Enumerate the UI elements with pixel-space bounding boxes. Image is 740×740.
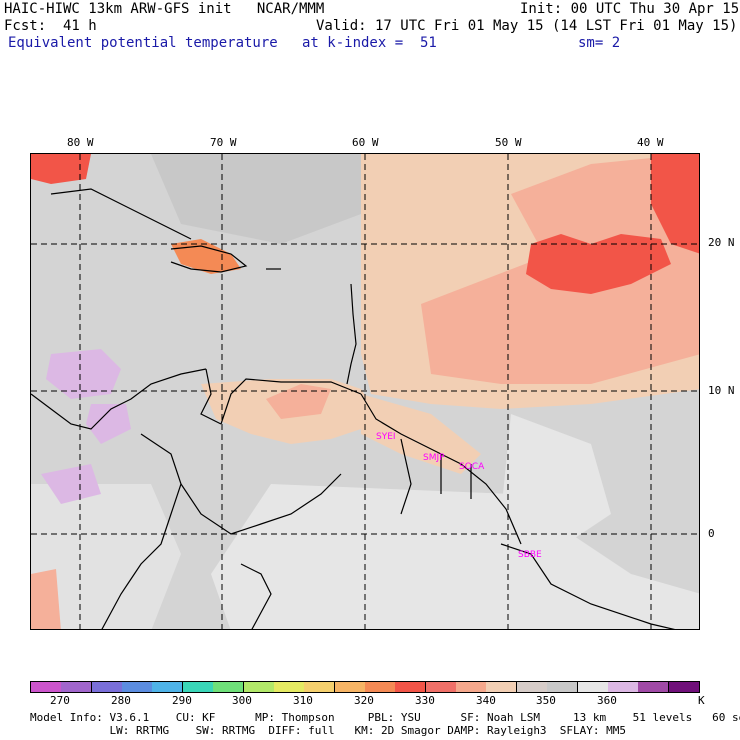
smoothing: sm= 2 <box>578 35 621 51</box>
colorbar-swatch <box>31 682 62 692</box>
colorbar-unit: K <box>698 694 705 707</box>
colorbar-swatch <box>638 682 670 692</box>
lon-label-40w: 40 W <box>637 136 664 149</box>
theta-e-venezuela-core <box>266 384 331 419</box>
theta-e-guiana <box>361 394 481 474</box>
shading-patch-light <box>211 484 699 629</box>
tick-360: 360 <box>597 694 617 707</box>
colorbar-swatch <box>607 682 639 692</box>
colorbar-swatch <box>61 682 93 692</box>
level-index: at k-index = 51 <box>302 35 437 51</box>
colorbar-swatch <box>152 682 184 692</box>
forecast-hour: Fcst: 41 h <box>4 18 97 34</box>
colorbar-swatch <box>486 682 518 692</box>
colorbar-swatch <box>668 682 700 692</box>
tick-290: 290 <box>172 694 192 707</box>
theta-e-360-patch <box>46 349 121 399</box>
shading-patch <box>151 154 361 244</box>
model-info-line1: Model Info: V3.6.1 CU: KF MP: Thompson P… <box>30 711 740 724</box>
lon-label-80w: 80 W <box>67 136 94 149</box>
theta-e-pacific <box>31 569 61 629</box>
station-smjp: SMJP <box>423 453 445 463</box>
lon-label-70w: 70 W <box>210 136 237 149</box>
shading-patch-light <box>501 414 611 554</box>
colorbar-swatch <box>91 682 123 692</box>
theta-e-field: SYEI SMJP SOCA SBBE <box>31 154 699 629</box>
map-panel: SYEI SMJP SOCA SBBE <box>30 153 700 630</box>
theta-e-330-core-east <box>651 154 699 254</box>
coastlines <box>31 188 676 629</box>
colorbar-swatch <box>425 682 457 692</box>
colorbar-swatch <box>213 682 245 692</box>
colorbar-swatch <box>122 682 154 692</box>
valid-time: Valid: 17 UTC Fri 01 May 15 (14 LST Fri … <box>316 18 738 34</box>
tick-270: 270 <box>50 694 70 707</box>
lat-label-0: 0 <box>708 527 715 540</box>
colorbar-swatch <box>273 682 305 692</box>
model-info-line2: LW: RRTMG SW: RRTMG DIFF: full KM: 2D Sm… <box>30 724 627 737</box>
colorbar-swatch <box>182 682 214 692</box>
colorbar-swatch <box>516 682 548 692</box>
colorbar-swatch <box>365 682 396 692</box>
colorbar-swatch <box>395 682 427 692</box>
tick-340: 340 <box>476 694 496 707</box>
lat-label-10n: 10 N <box>708 384 735 397</box>
init-time: Init: 00 UTC Thu 30 Apr 15 <box>520 1 740 17</box>
theta-e-360-patch <box>86 404 131 444</box>
tick-310: 310 <box>293 694 313 707</box>
colorbar-swatch <box>456 682 488 692</box>
theta-e-330-core <box>526 234 671 294</box>
colorbar-swatch <box>577 682 609 692</box>
tick-300: 300 <box>232 694 252 707</box>
station-soca: SOCA <box>459 462 485 472</box>
lon-label-60w: 60 W <box>352 136 379 149</box>
colorbar-swatch <box>304 682 336 692</box>
colorbar <box>30 681 700 693</box>
theta-e-330-core-northwest <box>31 154 91 184</box>
tick-320: 320 <box>354 694 374 707</box>
lat-lon-grid <box>31 154 699 629</box>
shading-patch-light <box>31 484 181 629</box>
colorbar-swatch <box>243 682 275 692</box>
station-sbbe: SBBE <box>518 550 542 560</box>
tick-280: 280 <box>111 694 131 707</box>
tick-330: 330 <box>415 694 435 707</box>
lat-label-20n: 20 N <box>708 236 735 249</box>
tick-350: 350 <box>536 694 556 707</box>
field-name: Equivalent potential temperature <box>8 35 278 51</box>
theta-e-360-patch <box>41 464 101 504</box>
station-syei: SYEI <box>376 432 396 442</box>
lon-label-50w: 50 W <box>495 136 522 149</box>
model-title: HAIC-HIWC 13km ARW-GFS init NCAR/MMM <box>4 1 325 17</box>
colorbar-swatch <box>547 682 579 692</box>
colorbar-swatch <box>334 682 366 692</box>
